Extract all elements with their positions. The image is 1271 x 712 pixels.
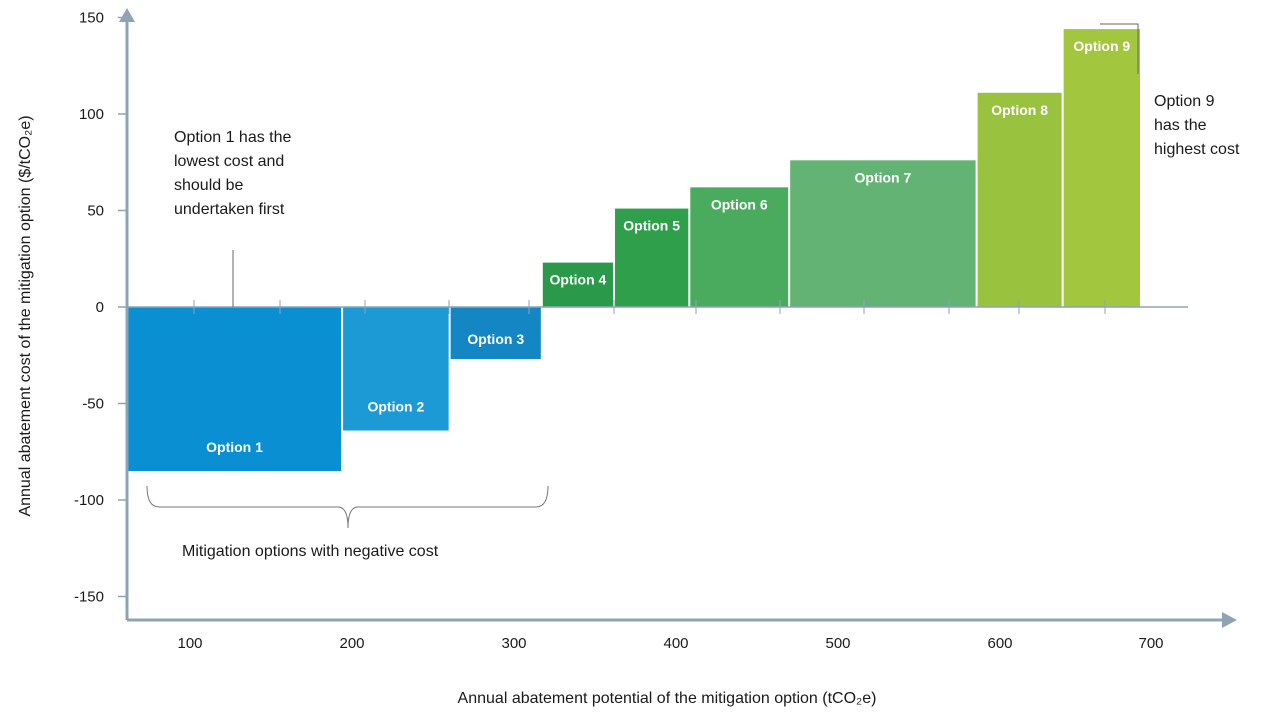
bar-label-option-2: Option 2 xyxy=(367,399,424,415)
highest-cost-pointer-line xyxy=(1100,23,1139,74)
y-tick-label: 150 xyxy=(79,10,104,27)
bar-option-2 xyxy=(343,307,449,431)
bar-option-6 xyxy=(690,187,789,307)
bar-option-7 xyxy=(790,160,976,307)
bar-option-1 xyxy=(128,307,342,472)
bar-label-option-8: Option 8 xyxy=(991,102,1048,118)
bar-label-option-5: Option 5 xyxy=(623,218,680,234)
lowest-cost-note-line: undertaken first xyxy=(174,201,285,218)
y-tick-label: 100 xyxy=(79,106,104,123)
bar-option-8 xyxy=(977,92,1062,308)
negative-cost-note: Mitigation options with negative cost xyxy=(182,543,439,560)
highest-cost-note-line: Option 9 xyxy=(1154,93,1215,110)
x-tick-label: 300 xyxy=(501,635,526,652)
x-tick-label: 400 xyxy=(663,635,688,652)
highest-cost-note-line: has the xyxy=(1154,117,1207,134)
bar-label-option-6: Option 6 xyxy=(711,196,768,212)
lowest-cost-note-line: Option 1 has the xyxy=(174,129,292,146)
y-axis-arrow-icon xyxy=(119,8,135,22)
x-axis-title-text: Annual abatement potential of the mitiga… xyxy=(458,690,877,707)
lowest-cost-note-line: should be xyxy=(174,177,243,194)
y-tick-label: 0 xyxy=(96,299,104,316)
x-tick-label: 600 xyxy=(987,635,1012,652)
x-tick-label: 100 xyxy=(177,635,202,652)
y-tick-label: -150 xyxy=(74,589,104,606)
lowest-cost-note: Option 1 has the lowest cost and should … xyxy=(174,129,296,218)
bar-option-4 xyxy=(542,262,614,307)
bar-option-5 xyxy=(615,208,689,307)
x-axis-title: Annual abatement potential of the mitiga… xyxy=(458,690,877,707)
bar-labels-layer: Option 1 Option 2 Option 3 Option 4 Option 5… xyxy=(206,38,1130,455)
highest-cost-note: Option 9 has the highest cost xyxy=(1154,93,1240,158)
bar-label-option-7: Option 7 xyxy=(855,169,912,185)
negative-cost-bracket xyxy=(146,485,549,529)
bars-layer xyxy=(128,29,1140,472)
bar-label-option-9: Option 9 xyxy=(1073,38,1130,54)
bar-option-9 xyxy=(1063,29,1140,308)
y-axis-title: Annual abatement cost of the mitigation … xyxy=(17,115,34,516)
x-tick-label: 500 xyxy=(825,635,850,652)
x-tick-label: 700 xyxy=(1138,635,1163,652)
bar-option-3 xyxy=(450,307,541,360)
y-tick-label: -100 xyxy=(74,492,104,509)
y-axis-title-text: Annual abatement cost of the mitigation … xyxy=(17,115,34,516)
highest-cost-note-line: highest cost xyxy=(1154,141,1240,158)
x-tick-label: 200 xyxy=(339,635,364,652)
x-axis-arrow-icon xyxy=(1222,612,1237,628)
y-tick-label: -50 xyxy=(82,396,104,413)
y-tick-label: 50 xyxy=(87,203,104,220)
bar-label-option-4: Option 4 xyxy=(550,272,607,288)
bar-label-option-1: Option 1 xyxy=(206,439,263,455)
axes-layer xyxy=(119,8,1237,628)
lowest-cost-note-line: lowest cost and xyxy=(174,153,284,170)
bar-label-option-3: Option 3 xyxy=(467,331,524,347)
